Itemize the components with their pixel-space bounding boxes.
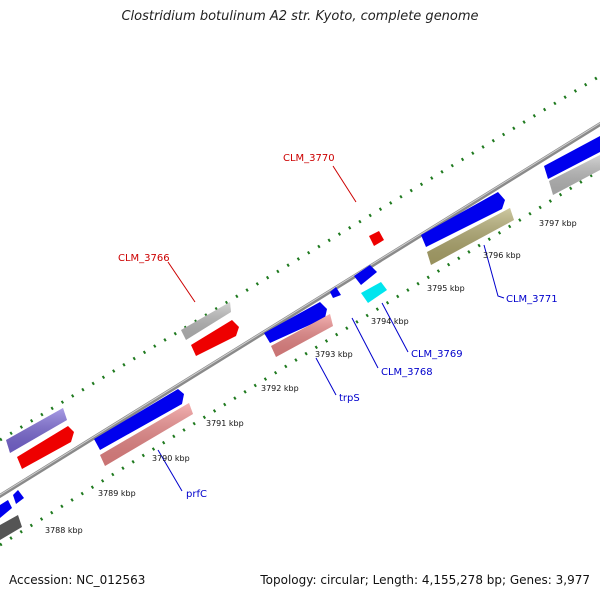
feature-trps[interactable] bbox=[271, 314, 333, 357]
feature-clm3766-red[interactable] bbox=[191, 320, 239, 356]
tick-label-3792: 3792 kbp bbox=[261, 384, 299, 393]
callout-line-prfc bbox=[157, 449, 183, 492]
topology-info-text: Topology: circular; Length: 4,155,278 bp… bbox=[260, 573, 590, 587]
feature-red-left[interactable] bbox=[17, 426, 74, 469]
feature-prfc-blue[interactable] bbox=[94, 389, 184, 450]
accession-text: Accession: NC_012563 bbox=[9, 573, 146, 587]
tick-label-3797: 3797 kbp bbox=[539, 219, 577, 228]
feature-blue-left[interactable] bbox=[0, 500, 12, 518]
callout-clm3770[interactable]: CLM_3770 bbox=[283, 153, 335, 164]
callout-line-clm3771 bbox=[483, 244, 505, 299]
feature-dark-left[interactable] bbox=[0, 515, 22, 540]
callout-line-trps bbox=[315, 357, 337, 396]
backbone-highlight bbox=[0, 122, 600, 496]
feature-blue-left-small[interactable] bbox=[13, 490, 24, 504]
callout-line-clm3770 bbox=[332, 165, 357, 203]
tick-label-3793: 3793 kbp bbox=[315, 350, 353, 359]
feature-clm3769[interactable] bbox=[361, 282, 387, 303]
feature-clm3770[interactable] bbox=[369, 231, 384, 246]
feature-clm3771[interactable] bbox=[427, 208, 514, 265]
callout-line-clm3766 bbox=[167, 261, 196, 303]
callout-line-clm3768 bbox=[351, 317, 379, 369]
tick-label-3794: 3794 kbp bbox=[371, 317, 409, 326]
backbone-line bbox=[0, 121, 600, 499]
feature-blue-3796[interactable] bbox=[421, 192, 505, 247]
tick-label-3789: 3789 kbp bbox=[98, 489, 136, 498]
tick-label-3790: 3790 kbp bbox=[152, 454, 190, 463]
tick-label-3795: 3795 kbp bbox=[427, 284, 465, 293]
feature-trps-blue[interactable] bbox=[264, 302, 327, 343]
feature-grey-3798[interactable] bbox=[549, 155, 600, 195]
callout-clm3771[interactable]: CLM_3771 bbox=[506, 294, 558, 305]
feature-prfc[interactable] bbox=[100, 403, 193, 466]
tick-label-3796: 3796 kbp bbox=[483, 251, 521, 260]
feature-clm3766-grey[interactable] bbox=[181, 302, 231, 340]
feature-blue-small[interactable] bbox=[354, 265, 377, 285]
feature-clm3768[interactable] bbox=[330, 287, 341, 298]
callout-prfc[interactable]: prfC bbox=[186, 489, 207, 500]
tick-label-3788: 3788 kbp bbox=[45, 526, 83, 535]
callout-clm3769[interactable]: CLM_3769 bbox=[411, 349, 463, 360]
callout-line-clm3769 bbox=[381, 302, 409, 353]
feature-violet[interactable] bbox=[6, 408, 67, 453]
inner-dotted-ring bbox=[0, 168, 600, 547]
callout-trps[interactable]: trpS bbox=[339, 393, 360, 404]
callout-clm3768[interactable]: CLM_3768 bbox=[381, 367, 433, 378]
feature-blue-3798[interactable] bbox=[544, 136, 600, 179]
tick-label-3791: 3791 kbp bbox=[206, 419, 244, 428]
callout-clm3766[interactable]: CLM_3766 bbox=[118, 253, 170, 264]
map-title: Clostridium botulinum A2 str. Kyoto, com… bbox=[121, 9, 479, 24]
